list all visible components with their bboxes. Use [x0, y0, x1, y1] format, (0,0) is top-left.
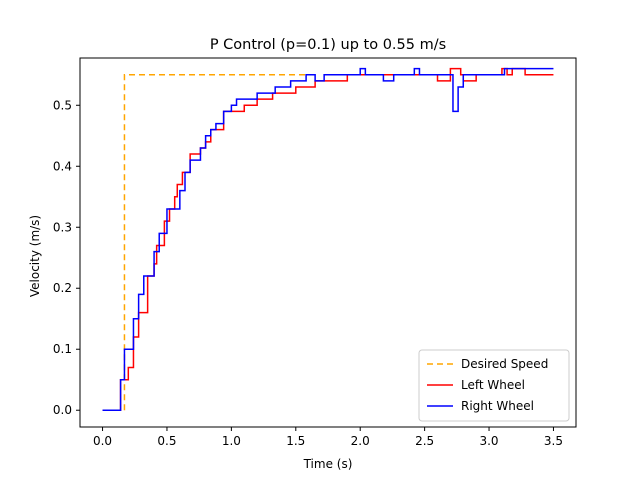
x-tick-label: 3.0	[479, 434, 498, 448]
x-axis-ticks: 0.0 0.5 1.0 1.5 2.0 2.5 3.0 3.5	[93, 427, 563, 448]
x-tick-label: 3.5	[544, 434, 563, 448]
legend-label: Right Wheel	[461, 399, 534, 413]
x-axis-title: Time (s)	[303, 457, 353, 471]
y-tick-label: 0.2	[53, 281, 72, 295]
x-tick-label: 2.5	[415, 434, 434, 448]
axes-frame	[79, 57, 577, 428]
chart-title: P Control (p=0.1) up to 0.55 m/s	[210, 37, 446, 53]
x-tick-label: 0.0	[93, 434, 112, 448]
legend-label: Left Wheel	[461, 378, 525, 392]
legend-box	[418, 349, 570, 422]
y-axis-ticks: 0.0 0.1 0.2 0.3 0.4 0.5	[53, 98, 80, 417]
legend-label: Desired Speed	[461, 357, 548, 371]
series-line-right-wheel	[102, 67, 554, 411]
legend: Desired Speed Left Wheel Right Wheel	[418, 349, 570, 422]
y-tick-label: 0.1	[53, 342, 72, 356]
y-tick-label: 0.0	[53, 403, 72, 417]
x-tick-label: 2.0	[351, 434, 370, 448]
y-tick-label: 0.5	[53, 98, 72, 112]
series-line-desired-speed	[123, 74, 309, 411]
x-tick-label: 0.5	[157, 434, 176, 448]
y-axis-title: Velocity (m/s)	[28, 215, 42, 297]
x-tick-label: 1.5	[286, 434, 305, 448]
y-tick-label: 0.4	[53, 159, 72, 173]
y-tick-label: 0.3	[53, 220, 72, 234]
x-tick-label: 1.0	[222, 434, 241, 448]
